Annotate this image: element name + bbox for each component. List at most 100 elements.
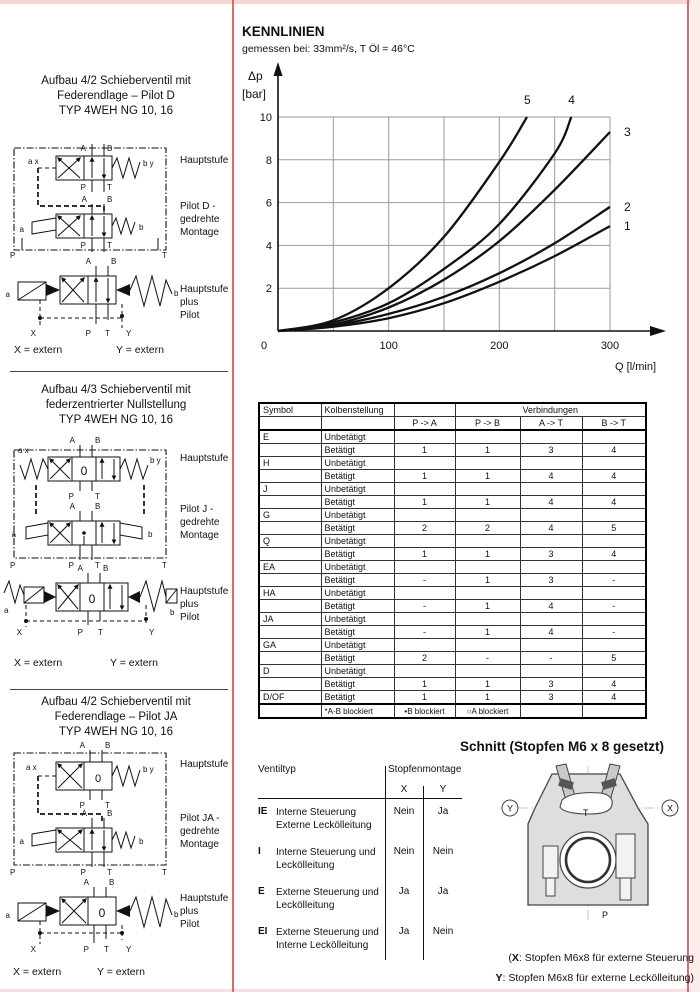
table-row: E Unbetätigt bbox=[258, 429, 647, 444]
port-label: A bbox=[82, 809, 88, 818]
curve-label-2: 2 bbox=[624, 200, 631, 214]
schnitt-heading: Schnitt (Stopfen M6 x 8 gesetzt) bbox=[460, 739, 665, 754]
ventil-divider-line bbox=[423, 786, 424, 960]
ventil-divider-line bbox=[385, 766, 386, 960]
col-header-verbindungen: Verbindungen bbox=[454, 402, 647, 417]
spring-symbol bbox=[3, 579, 25, 605]
chart-grid bbox=[278, 116, 611, 331]
port-label: b y bbox=[143, 159, 154, 168]
port-label: P bbox=[81, 183, 86, 192]
port-label: B bbox=[109, 878, 114, 887]
center-position-label: 0 bbox=[89, 592, 96, 606]
pilot-triangle bbox=[44, 591, 56, 603]
x-axis-arrow bbox=[650, 326, 666, 336]
flow-pressure-chart: Δp [bar] 10 8 6 4 2 0 100 200 300 Q [l/m… bbox=[242, 62, 666, 373]
port-label: T bbox=[162, 561, 167, 570]
curve-label-5: 5 bbox=[524, 93, 531, 107]
y-tick: 6 bbox=[266, 198, 272, 210]
pilot-connection-line bbox=[35, 485, 145, 515]
port-label: a bbox=[12, 530, 17, 539]
x-tick: 0 bbox=[261, 340, 267, 352]
table-header-row: Symbol Kolbenstellung Verbindungen bbox=[258, 402, 647, 417]
port-label: Y bbox=[126, 329, 132, 338]
spring-symbol bbox=[139, 579, 167, 613]
port-label: B bbox=[107, 809, 112, 818]
curve-5 bbox=[277, 116, 528, 333]
table-row: Betätigt 1 1 4 4 bbox=[258, 495, 647, 509]
section-title-2: Aufbau 4/3 Schieberventil mit federzentr… bbox=[41, 384, 191, 426]
y-tick: 10 bbox=[260, 112, 272, 124]
ventil-header-right: Stopfenmontage bbox=[388, 764, 462, 775]
section-title-1: Aufbau 4/2 Schieberventil mit Federendla… bbox=[41, 75, 191, 117]
pilot-triangle bbox=[46, 284, 60, 296]
connections-table-body: E Unbetätigt Betätigt 1 1 3 4 H Unbetätigt Betäti… bbox=[258, 429, 647, 705]
connections-table: Symbol Kolbenstellung Verbindungen P -> … bbox=[258, 402, 647, 719]
port-label: A bbox=[78, 564, 84, 573]
port-label: T bbox=[98, 628, 103, 637]
spring-symbol bbox=[129, 274, 173, 308]
x-axis-label: Q [l/min] bbox=[615, 361, 656, 373]
ventil-table: Ventiltyp Stopfenmontage X Y IE Interne S… bbox=[258, 762, 462, 964]
curve-label-4: 4 bbox=[568, 93, 575, 107]
port-label: B bbox=[103, 564, 108, 573]
table-row: HA Unbetätigt bbox=[258, 586, 647, 600]
extern-labels-1: X = extern Y = extern bbox=[14, 344, 164, 356]
y-tick: 4 bbox=[266, 240, 272, 252]
table-row: J Unbetätigt bbox=[258, 482, 647, 496]
col-header-kolbenstellung: Kolbenstellung bbox=[320, 402, 395, 417]
center-position-label: 0 bbox=[81, 464, 88, 478]
spring-symbol bbox=[119, 457, 149, 481]
stage-label-haupt-plus-pilot-3: Hauptstufe plus Pilot bbox=[180, 893, 229, 930]
column-divider-line bbox=[232, 0, 234, 992]
port-label: P bbox=[84, 945, 89, 954]
port-label: P bbox=[81, 241, 86, 250]
schnitt-cross-section: T Y X P bbox=[500, 763, 679, 922]
footnote-b: •B blockiert bbox=[393, 703, 456, 719]
stage-label-haupt-plus-pilot-1: Hauptstufe plus Pilot bbox=[180, 284, 229, 321]
port-label: B bbox=[95, 436, 100, 445]
table-row: EA Unbetätigt bbox=[258, 560, 647, 574]
x-tick: 100 bbox=[380, 340, 398, 352]
table-row: JA Unbetätigt bbox=[258, 612, 647, 626]
port-label: A bbox=[82, 195, 88, 204]
table-row: Betätigt 1 1 3 4 bbox=[258, 443, 647, 457]
port-label: T bbox=[107, 868, 112, 877]
col-header-a-t: A -> T bbox=[519, 416, 583, 431]
y-axis-arrow bbox=[273, 62, 283, 76]
plug-right-stem bbox=[619, 877, 632, 901]
plug-collar bbox=[558, 778, 574, 790]
port-label: B bbox=[105, 741, 110, 750]
port-label: T bbox=[104, 945, 109, 954]
chart-subtitle: gemessen bei: 33mm²/s, T Öl = 46°C bbox=[242, 43, 415, 55]
port-label: B bbox=[107, 195, 112, 204]
stage-label-haupt-plus-pilot-2: Hauptstufe plus Pilot bbox=[180, 586, 229, 623]
port-label: Y bbox=[149, 628, 155, 637]
pilot-triangle bbox=[116, 284, 130, 296]
section-divider bbox=[10, 371, 228, 372]
port-label: T bbox=[583, 808, 589, 818]
port-label: P bbox=[10, 868, 15, 877]
center-position-label: 0 bbox=[99, 906, 106, 920]
port-label: T bbox=[95, 561, 100, 570]
section-title-3: Aufbau 4/2 Schieberventil mit Federendla… bbox=[41, 696, 191, 738]
port-label: A bbox=[70, 502, 76, 511]
note-y: Y: Stopfen M6x8 für externe Leckölleitun… bbox=[495, 972, 694, 984]
col-header-p-a: P -> A bbox=[393, 416, 456, 431]
port-label: P bbox=[81, 868, 86, 877]
plug-right bbox=[615, 833, 636, 879]
note-x: (X: Stopfen M6x8 für externe Steuerung bbox=[508, 952, 694, 964]
y-tick: 8 bbox=[266, 155, 272, 167]
port-label: P bbox=[10, 251, 15, 260]
port-label: a bbox=[6, 911, 11, 920]
port-label: P bbox=[86, 329, 91, 338]
port-label: b bbox=[174, 910, 178, 919]
pilot-triangle bbox=[116, 905, 130, 917]
ventil-col-x: X bbox=[400, 784, 408, 795]
schnitt-notes: (X: Stopfen M6x8 für externe Steuerung Y… bbox=[468, 948, 694, 988]
port-label: b bbox=[139, 837, 144, 846]
spring-symbol bbox=[129, 895, 173, 929]
main-bore-inner bbox=[564, 836, 612, 884]
port-label: a x bbox=[18, 446, 29, 455]
x-port-marker bbox=[661, 799, 679, 817]
table-subheader-row: P -> A P -> B A -> T B -> T bbox=[258, 416, 647, 431]
